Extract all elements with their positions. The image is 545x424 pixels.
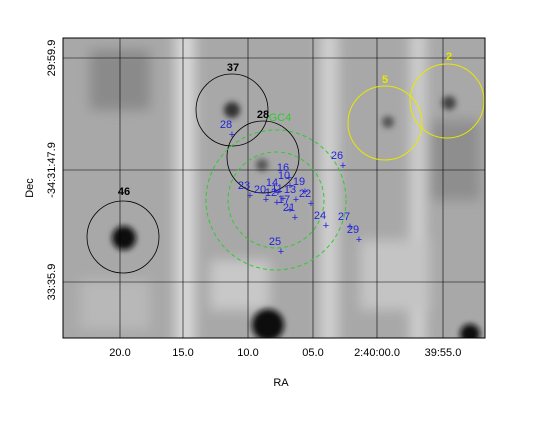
source-plus: + [308, 198, 314, 210]
source-plus: + [292, 212, 298, 224]
plot-frame [62, 37, 486, 339]
cluster-label: GC4 [269, 112, 292, 124]
source-label: 11 [271, 183, 282, 195]
cluster-inner [227, 151, 325, 249]
source-plus: + [263, 194, 269, 206]
source-label: 28 [220, 119, 232, 131]
region-label: 46 [118, 186, 130, 198]
region-label: 37 [227, 62, 239, 74]
source-plus: + [278, 246, 284, 258]
source-label: 14 [266, 177, 278, 189]
source-plus: + [274, 197, 280, 209]
x-tick-label: 39:55.0 [425, 347, 462, 359]
source-label: 21 [283, 202, 295, 214]
source-plus: + [286, 172, 292, 184]
source-label: 27 [338, 211, 350, 223]
source-label: 22 [299, 188, 311, 200]
source-plus: + [280, 193, 286, 205]
region-circle [86, 200, 160, 274]
x-tick-label: 05.0 [302, 347, 323, 359]
source-plus: + [340, 160, 346, 172]
x-tick-label: 2:40:00.0 [354, 347, 400, 359]
source-label: 20 [254, 184, 266, 196]
source-plus: + [302, 186, 308, 198]
source-plus: + [356, 234, 362, 246]
source-plus: + [347, 221, 353, 233]
region-circle [347, 85, 423, 161]
x-axis-label: RA [273, 377, 289, 389]
source-label: 23 [238, 180, 250, 192]
x-tick-label: 15.0 [172, 347, 193, 359]
grid: 20.0 15.0 10.0 05.0 2:40:00.0 39:55.0 29:59.9 -… [46, 38, 485, 359]
source-plus: + [275, 187, 281, 199]
source-label: 29 [347, 224, 359, 236]
y-tick-label: 33:35.9 [46, 264, 58, 301]
source-label: 26 [331, 150, 343, 162]
region-label: 2 [446, 51, 452, 63]
region-label: 5 [382, 74, 388, 86]
source-label: 19 [293, 176, 305, 188]
source-plus: + [287, 204, 293, 216]
cluster-outer [205, 129, 347, 271]
source-label: 16 [277, 162, 289, 174]
source-label: 17 [278, 194, 290, 206]
x-tick-label: 10.0 [237, 347, 258, 359]
y-tick-label: -34:31:47.9 [46, 142, 58, 198]
source-label: 12 [265, 187, 277, 199]
source-label: 25 [269, 236, 281, 248]
region-circle [409, 63, 485, 139]
region-circle [226, 120, 300, 194]
source-label: 24 [314, 210, 326, 222]
source-label: 10 [278, 170, 290, 182]
source-plus: + [287, 180, 293, 192]
region-label: 28 [257, 109, 269, 121]
source-label: 13 [284, 184, 296, 196]
y-tick-label: 29:59.9 [46, 40, 58, 77]
source-plus: + [247, 190, 253, 202]
overlay: 46372852GC4+28+26+16+10+23+14+19+20+11+1… [86, 51, 485, 274]
source-plus: + [323, 220, 329, 232]
source-plus: + [229, 129, 235, 141]
y-axis-label: Dec [24, 178, 36, 198]
x-tick-label: 20.0 [109, 347, 130, 359]
sky-image [63, 38, 485, 338]
source-plus: + [293, 194, 299, 206]
